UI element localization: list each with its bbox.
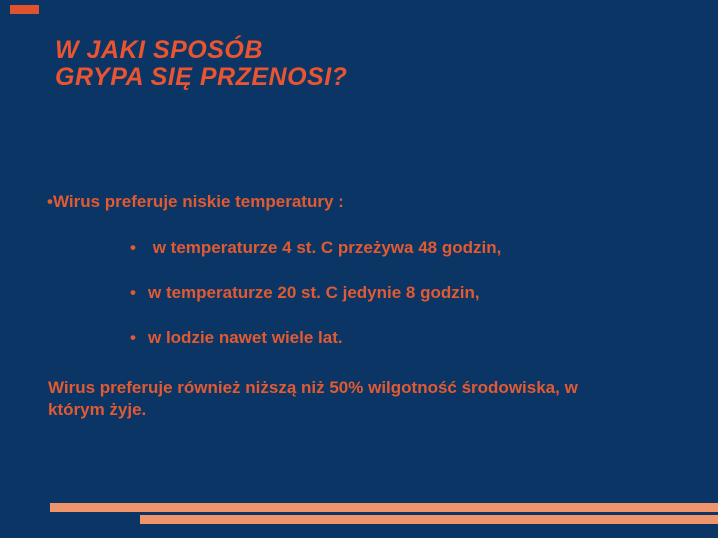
bullet-icon: • xyxy=(47,192,53,211)
bullet-item-ice: • w lodzie nawet wiele lat. xyxy=(130,328,343,348)
bottom-decorative-bar-upper xyxy=(50,503,718,512)
corner-accent-bar xyxy=(10,5,39,14)
bullet-item-main-label: Wirus preferuje niskie temperatury : xyxy=(52,192,344,211)
slide-title-line1: W JAKI SPOSÓB xyxy=(55,36,263,64)
slide-title: W JAKI SPOSÓB GRYPA SIĘ PRZENOSI? xyxy=(55,37,347,91)
humidity-paragraph-line1: Wirus preferuje również niższą niż 50% w… xyxy=(48,378,578,397)
humidity-paragraph-line2: którym żyje. xyxy=(48,400,147,419)
bullet-item-temperature-20c: • w temperaturze 20 st. C jedynie 8 godzi… xyxy=(130,283,480,303)
bullet-item-main: • Wirus preferuje niskie temperatury : xyxy=(47,192,344,212)
bullet-item-temperature-20c-label: w temperaturze 20 st. C jedynie 8 godzin… xyxy=(148,283,480,302)
bullet-icon: • xyxy=(130,283,136,302)
slide-title-line2: GRYPA SIĘ PRZENOSI? xyxy=(55,63,348,91)
bullet-item-temperature-4c-label: w temperaturze 4 st. C przeżywa 48 godzi… xyxy=(148,238,502,257)
bullet-icon: • xyxy=(130,328,136,347)
humidity-paragraph: Wirus preferuje również niższą niż 50% w… xyxy=(48,377,578,421)
bullet-item-temperature-4c: • w temperaturze 4 st. C przeżywa 48 god… xyxy=(130,238,501,258)
bottom-decorative-bar-lower xyxy=(140,515,718,524)
bullet-icon: • xyxy=(130,238,136,257)
bullet-item-ice-label: w lodzie nawet wiele lat. xyxy=(148,328,343,347)
